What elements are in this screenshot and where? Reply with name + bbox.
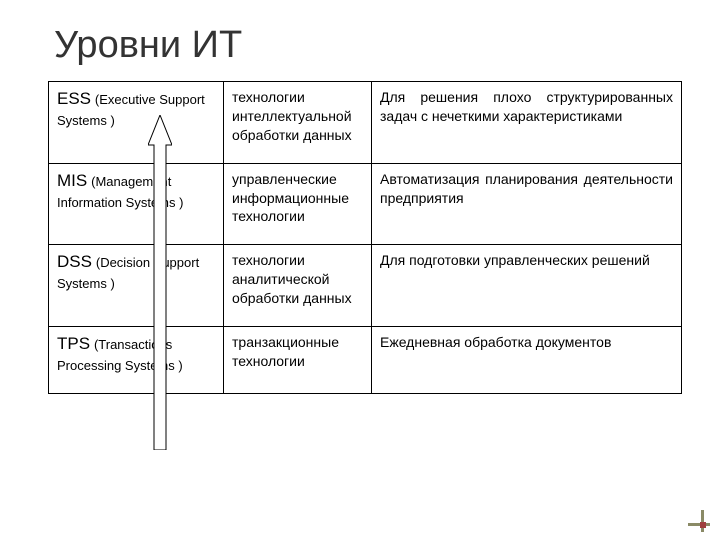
table-row: MIS (Management Information Systems ) уп… [49,163,682,245]
cell-tech: технологии аналитической обработки данны… [224,245,372,327]
abbr: TPS [57,334,90,353]
abbr: ESS [57,89,91,108]
abbr: MIS [57,171,87,190]
slide: Уровни ИТ ESS (Executive Support Systems… [0,0,720,540]
cell-purpose: Для подготовки управленческих решений [372,245,682,327]
cell-tech: технологии интеллектуальной обработки да… [224,82,372,164]
it-levels-table: ESS (Executive Support Systems ) техноло… [48,81,682,394]
corner-decoration-icon [688,510,710,532]
cell-tech: транзакционные технологии [224,327,372,394]
cell-system: DSS (Decision Support Systems ) [49,245,224,327]
cell-system: ESS (Executive Support Systems ) [49,82,224,164]
page-title: Уровни ИТ [48,24,682,67]
cell-tech: управленческие информационные технологии [224,163,372,245]
cell-purpose: Ежедневная обработка документов [372,327,682,394]
cell-system: MIS (Management Information Systems ) [49,163,224,245]
table-row: DSS (Decision Support Systems ) технолог… [49,245,682,327]
cell-purpose: Для решения плохо структурированных зада… [372,82,682,164]
abbr: DSS [57,252,92,271]
table-row: TPS (Transactions Processing Systems ) т… [49,327,682,394]
table-row: ESS (Executive Support Systems ) техноло… [49,82,682,164]
cell-purpose: Автоматизация планирования деятельности … [372,163,682,245]
cell-system: TPS (Transactions Processing Systems ) [49,327,224,394]
